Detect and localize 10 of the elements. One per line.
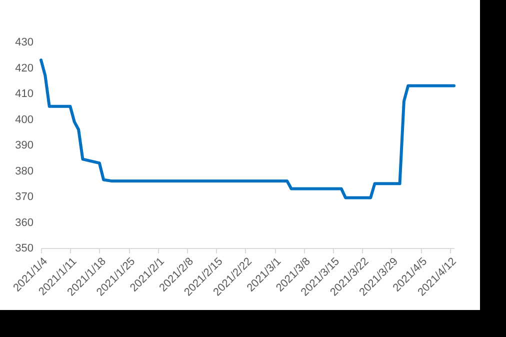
y-tick-label: 350	[15, 242, 34, 254]
y-tick-label: 400	[15, 114, 34, 126]
y-tick-label: 430	[15, 36, 34, 48]
line-series	[40, 58, 456, 200]
y-tick-label: 420	[15, 62, 34, 74]
y-tick-label: 360	[15, 216, 34, 229]
y-tick-label: 410	[15, 88, 34, 100]
y-tick-label: 370	[15, 191, 34, 203]
y-tick-label: 380	[15, 165, 34, 178]
y-tick-label: 390	[15, 140, 34, 152]
